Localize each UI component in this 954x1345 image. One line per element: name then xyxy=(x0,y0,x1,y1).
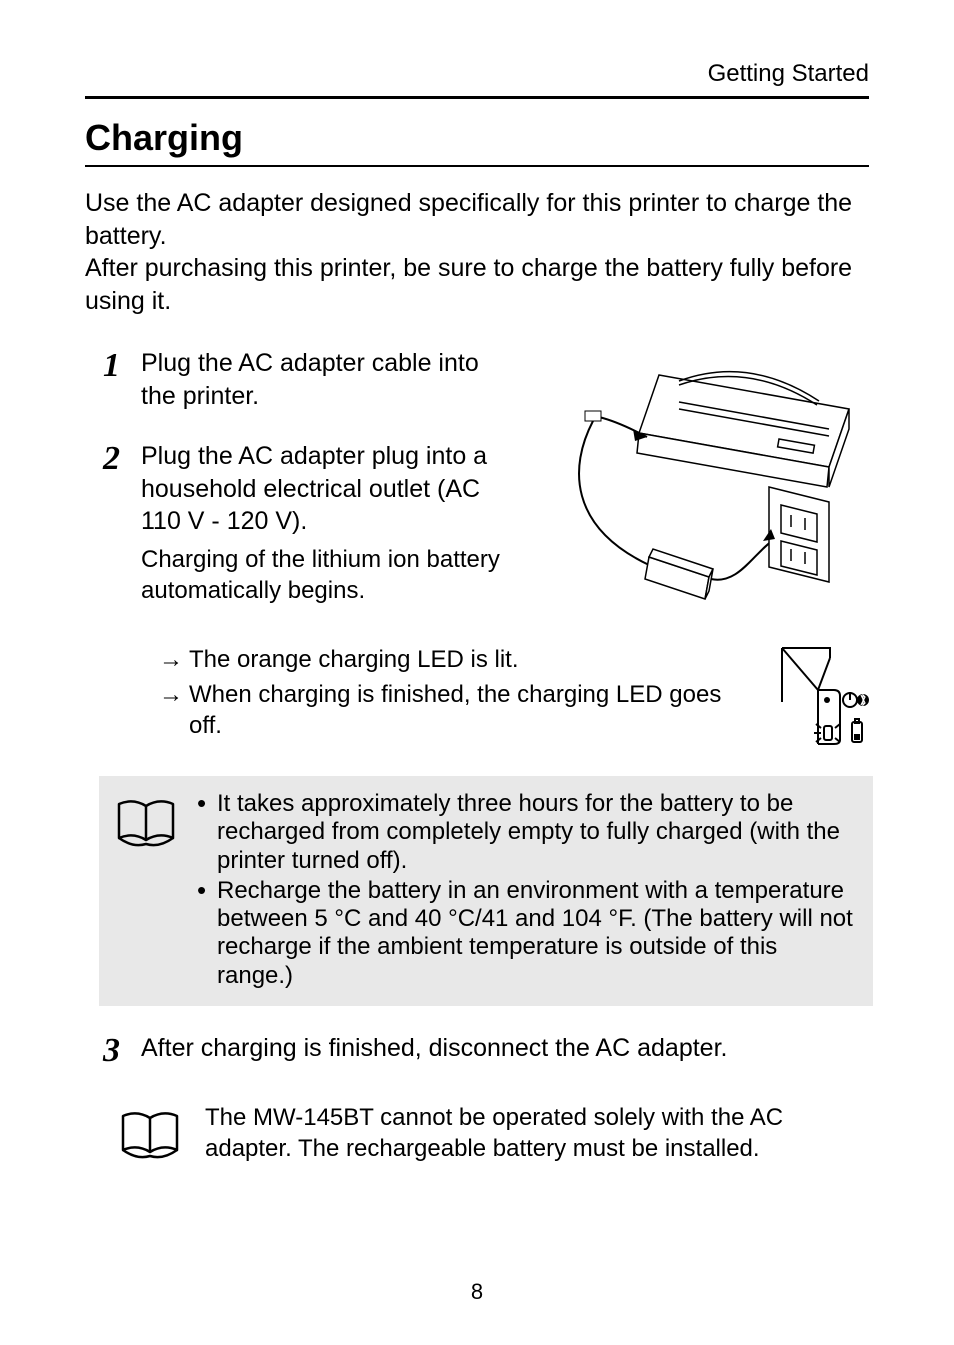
result-list: → The orange charging LED is lit. → When… xyxy=(103,644,869,754)
page-number: 8 xyxy=(0,1279,954,1305)
step-text: Plug the AC adapter plug into a househol… xyxy=(141,440,511,538)
book-icon xyxy=(113,790,179,992)
step-2: 2 Plug the AC adapter plug into a househ… xyxy=(103,440,511,606)
rule-thick xyxy=(85,96,869,99)
step-number: 2 xyxy=(103,440,141,476)
note-body: It takes approximately three hours for t… xyxy=(197,790,855,992)
note-plain: The MW-145BT cannot be operated solely w… xyxy=(103,1096,869,1177)
header-section-label: Getting Started xyxy=(85,60,869,88)
steps-container: 1 Plug the AC adapter cable into the pri… xyxy=(85,347,869,1177)
note-box: It takes approximately three hours for t… xyxy=(99,776,873,1006)
step-subtext: Charging of the lithium ion battery auto… xyxy=(141,544,511,606)
step-number: 3 xyxy=(103,1032,141,1068)
intro-line-2: After purchasing this printer, be sure t… xyxy=(85,252,869,317)
step-3: 3 After charging is finished, disconnect… xyxy=(103,1032,869,1068)
step-1: 1 Plug the AC adapter cable into the pri… xyxy=(103,347,511,412)
intro-line-1: Use the AC adapter designed specifically… xyxy=(85,187,869,252)
note-bullet: Recharge the battery in an environment w… xyxy=(197,877,855,990)
section-title: Charging xyxy=(85,117,869,159)
result-text: When charging is finished, the charging … xyxy=(189,679,760,741)
book-icon xyxy=(117,1102,183,1171)
result-item: → The orange charging LED is lit. xyxy=(159,644,760,675)
step-number: 1 xyxy=(103,347,141,383)
step-text: After charging is finished, disconnect t… xyxy=(141,1032,869,1065)
note-text: The MW-145BT cannot be operated solely w… xyxy=(205,1102,855,1171)
step-text: Plug the AC adapter cable into the print… xyxy=(141,347,511,412)
result-item: → When charging is finished, the chargin… xyxy=(159,679,760,741)
charging-diagram xyxy=(529,347,869,627)
arrow-icon: → xyxy=(159,679,189,741)
note-bullet: It takes approximately three hours for t… xyxy=(197,790,855,875)
intro-paragraph: Use the AC adapter designed specifically… xyxy=(85,187,869,317)
rule-thin xyxy=(85,165,869,167)
led-diagram xyxy=(774,644,869,754)
result-text: The orange charging LED is lit. xyxy=(189,644,519,675)
arrow-icon: → xyxy=(159,644,189,675)
